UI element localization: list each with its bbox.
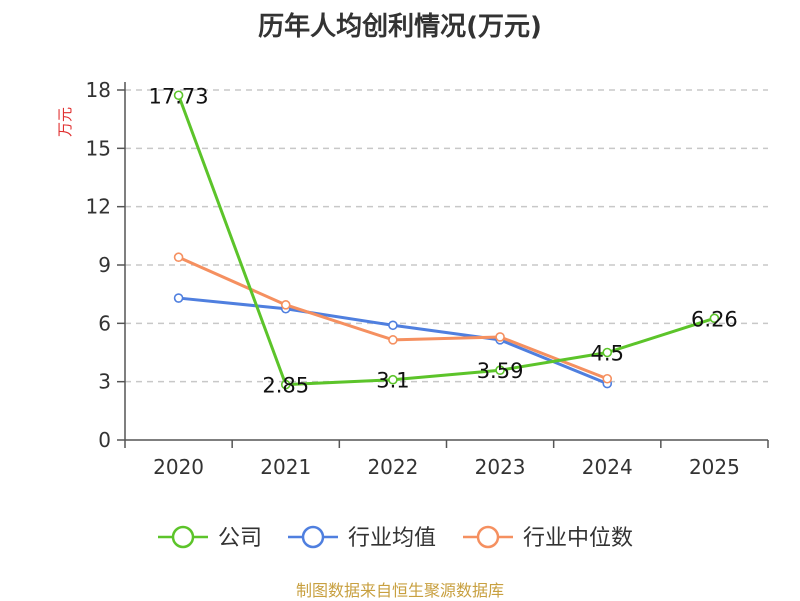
data-point [173,293,184,303]
data-point [709,313,720,324]
legend-marker [171,525,195,549]
data-label: 6.26 [691,307,738,331]
source-note: 制图数据来自恒生聚源数据库 [295,581,504,600]
data-labels: 17.73 2.85 3.1 3.59 4.5 6.26 [149,84,738,397]
legend: 公司 行业均值 行业中位数 [158,525,633,551]
data-point [173,90,184,101]
data-label: 4.5 [591,342,624,366]
y-tick-label: 0 [98,428,111,452]
legend-marker [476,525,500,549]
legend-label: 行业中位数 [523,526,633,551]
legend-label: 公司 [218,526,262,551]
data-point [280,379,291,390]
x-tick-label: 2022 [367,455,418,479]
series-line-2 [177,255,608,381]
x-tick-label: 2021 [260,455,311,479]
x-tick-label: 2024 [582,455,633,479]
y-tick-label: 9 [98,253,111,277]
data-point [388,320,398,331]
data-point [602,347,613,358]
data-point [173,252,184,263]
x-tick-label: 2020 [153,455,204,479]
axes: 0 3 6 9 12 15 18 2020 2021 2022 2023 2024 2025 万元 [56,78,769,479]
data-point [388,374,398,385]
data-point [388,335,398,345]
y-tick-label: 12 [86,195,111,219]
data-point [280,300,291,310]
chart-title: 历年人均创利情况(万元) [258,12,542,42]
series-line-0 [177,94,715,387]
data-label: 2.85 [262,374,309,398]
series-layer [173,90,720,390]
y-tick-label: 3 [98,370,111,394]
x-tick-label: 2025 [689,455,740,479]
y-tick-label: 6 [98,311,111,335]
x-tick-label: 2023 [475,455,526,479]
data-point [495,332,505,342]
data-label: 3.59 [477,359,524,383]
data-label: 17.73 [149,84,209,108]
data-point [495,365,505,375]
data-point [602,373,613,384]
legend-label: 行业均值 [348,526,436,551]
y-tick-label: 18 [86,78,111,102]
data-label: 3.1 [376,369,409,393]
y-tick-label: 15 [86,136,111,160]
y-axis-label: 万元 [56,107,74,137]
grid-lines [125,89,768,383]
legend-marker [301,525,325,549]
